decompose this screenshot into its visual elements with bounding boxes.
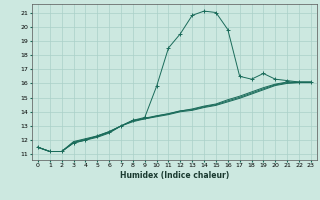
X-axis label: Humidex (Indice chaleur): Humidex (Indice chaleur) <box>120 171 229 180</box>
